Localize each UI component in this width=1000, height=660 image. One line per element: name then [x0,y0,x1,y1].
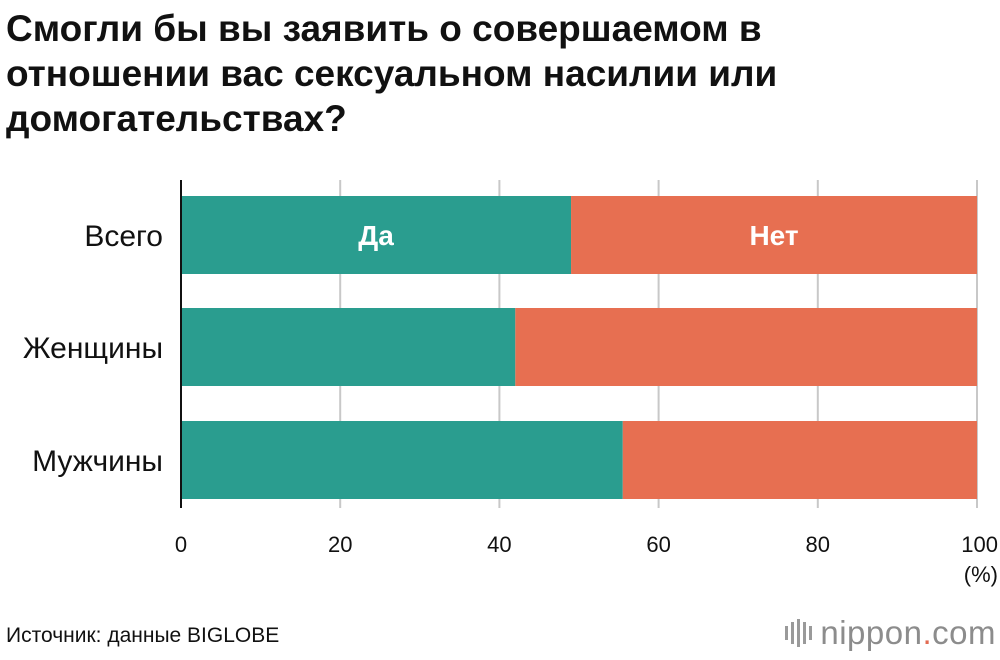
x-tick-label-100: 100 [961,532,998,557]
series-label-yes: Да [358,220,394,251]
chart-title: Смогли бы вы заявить о совершаемом в отн… [6,8,778,139]
category-label-2: Мужчины [32,445,163,478]
logo-mark-icon [785,619,813,647]
logo-text: nippon.com [820,614,996,651]
source-note: Источник: данные BIGLOBE [6,624,280,647]
bar-yes-2 [181,421,623,499]
x-tick-label-80: 80 [806,532,830,557]
x-tick-label-40: 40 [487,532,511,557]
x-tick-label-0: 0 [175,532,187,557]
category-label-0: Всего [84,220,163,253]
x-tick-label-60: 60 [646,532,670,557]
bar-yes-0 [181,196,572,274]
bar-no-1 [515,308,977,386]
nippon-logo: nippon.com [785,614,996,652]
x-tick-label-20: 20 [328,532,352,557]
bar-yes-1 [181,308,516,386]
bar-no-0 [571,196,977,274]
bar-no-2 [622,421,977,499]
stacked-bar-chart: Да Нет Всего Женщины Мужчины 0 20 40 60 80 100 (%) [23,180,998,587]
series-label-no: Нет [749,220,798,251]
category-label-1: Женщины [23,332,163,365]
x-axis-unit: (%) [964,562,998,587]
